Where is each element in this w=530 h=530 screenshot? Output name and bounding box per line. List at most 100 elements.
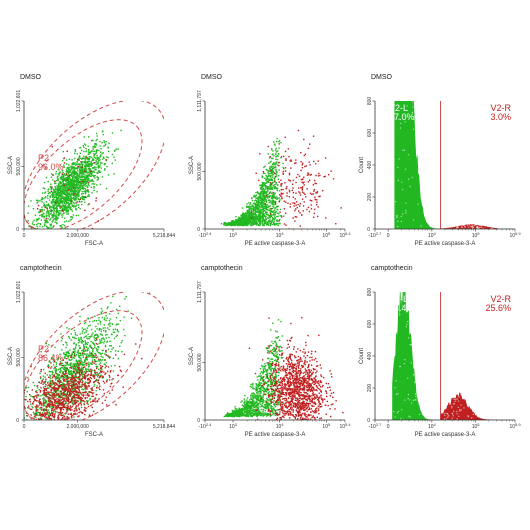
data-point <box>69 349 71 351</box>
data-point <box>96 320 98 322</box>
data-point <box>44 402 46 405</box>
data-point <box>44 382 46 384</box>
y-axis-label: SSC-A <box>189 156 195 174</box>
data-point <box>282 170 284 173</box>
data-point <box>36 223 38 226</box>
data-point <box>73 174 75 176</box>
data-point <box>269 181 272 184</box>
data-point <box>44 433 45 434</box>
histogram-speck <box>405 212 407 214</box>
data-point <box>90 162 92 164</box>
data-point <box>77 159 79 162</box>
data-point <box>101 310 104 312</box>
data-point <box>63 376 65 379</box>
data-point <box>81 360 83 363</box>
data-point <box>57 213 59 216</box>
data-point <box>67 205 69 207</box>
data-point <box>45 396 47 398</box>
data-point <box>85 170 87 172</box>
data-point <box>57 356 60 358</box>
data-point <box>62 184 64 186</box>
histogram-speck <box>468 227 470 229</box>
data-point <box>233 223 235 226</box>
data-point <box>325 217 327 219</box>
data-point <box>84 209 86 212</box>
data-point <box>42 400 45 402</box>
data-point <box>256 219 258 221</box>
plot-area <box>387 101 515 229</box>
data-point <box>70 187 72 189</box>
data-point <box>86 164 88 166</box>
data-point <box>47 409 50 411</box>
data-point <box>270 223 272 225</box>
data-point <box>81 186 84 189</box>
data-point <box>74 378 76 380</box>
data-point <box>66 378 68 381</box>
data-point <box>67 357 69 359</box>
data-point <box>234 221 236 223</box>
data-point <box>100 151 102 153</box>
data-point <box>47 387 49 389</box>
data-point <box>262 224 264 227</box>
data-point <box>51 384 53 386</box>
data-point <box>35 220 38 222</box>
data-point <box>99 323 102 325</box>
data-point <box>251 214 253 217</box>
data-point <box>302 210 304 212</box>
data-point <box>61 175 63 177</box>
data-point <box>68 180 70 182</box>
data-point <box>42 197 44 200</box>
data-point <box>41 412 44 414</box>
data-point <box>95 353 97 355</box>
data-point <box>237 222 240 224</box>
histogram-speck <box>481 226 483 228</box>
data-point <box>84 397 86 399</box>
data-point <box>270 197 273 199</box>
data-point <box>112 347 114 349</box>
data-point <box>62 370 64 373</box>
data-point <box>280 215 282 217</box>
data-point <box>65 364 67 367</box>
data-point <box>57 175 59 178</box>
histogram-peak-red <box>440 223 498 229</box>
histogram-speck <box>408 178 410 180</box>
data-point <box>49 413 52 415</box>
data-point <box>262 217 264 219</box>
histogram-speck <box>457 227 459 229</box>
data-point <box>84 381 87 383</box>
data-point <box>271 170 274 172</box>
data-point <box>104 317 106 319</box>
data-point <box>65 177 67 179</box>
data-point <box>259 153 261 155</box>
data-point <box>69 198 71 200</box>
data-point <box>56 185 58 187</box>
data-point <box>77 178 79 180</box>
data-point <box>56 198 58 200</box>
data-point <box>75 380 77 382</box>
data-point <box>82 395 85 397</box>
data-point <box>67 181 69 183</box>
data-point <box>267 214 269 216</box>
data-point <box>34 234 35 235</box>
data-point <box>38 433 39 434</box>
data-point <box>105 330 107 332</box>
data-point <box>72 177 75 179</box>
data-point <box>289 206 291 208</box>
data-point <box>261 197 264 199</box>
data-point <box>74 363 76 366</box>
data-point <box>62 185 64 187</box>
data-point <box>83 175 85 178</box>
data-point <box>264 207 266 210</box>
data-point <box>262 205 264 207</box>
data-point <box>78 398 81 400</box>
data-point <box>65 412 67 415</box>
data-point <box>57 192 59 195</box>
data-point <box>258 218 261 220</box>
data-point <box>282 172 284 174</box>
data-point <box>54 186 56 188</box>
data-point <box>71 365 73 367</box>
data-point <box>299 194 302 196</box>
right-gate-value: 3.0% <box>490 112 511 122</box>
data-point <box>50 375 52 377</box>
data-point <box>33 417 35 419</box>
